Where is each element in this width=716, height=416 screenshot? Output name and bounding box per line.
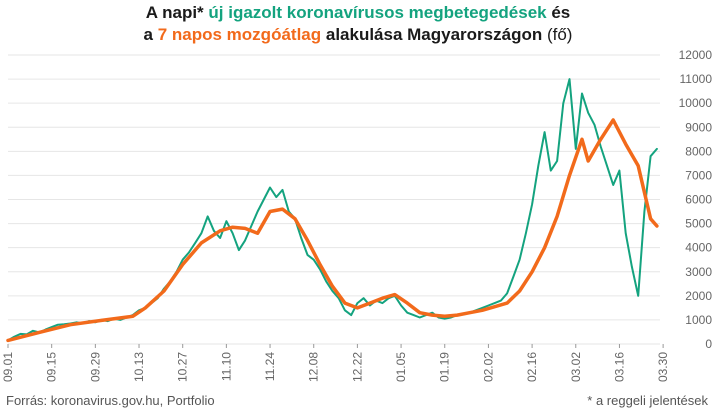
y-tick-label: 1000 [685, 313, 712, 327]
y-tick-label: 12000 [679, 48, 713, 62]
y-tick-label: 9000 [685, 120, 712, 134]
y-tick-label: 8000 [685, 144, 712, 158]
moving-average-line [6, 118, 659, 343]
chart-title: A napi* új igazolt koronavírusos megbete… [0, 2, 716, 46]
y-tick-label: 10000 [679, 96, 713, 110]
series-lines [6, 78, 659, 343]
y-tick-label: 6000 [685, 193, 712, 207]
x-tick-label: 01.05 [394, 352, 408, 382]
y-tick-label: 4000 [685, 241, 712, 255]
source-note: Forrás: koronavirus.gov.hu, Portfolio [6, 393, 215, 408]
x-tick-label: 02.02 [481, 352, 495, 382]
gridlines [8, 54, 660, 345]
y-tick-label: 5000 [685, 217, 712, 231]
x-tick-label: 11.24 [263, 352, 277, 381]
y-axis-ticks: 0 1000 2000 3000 4000 5000 6000 7000 8000 9000 100… [679, 48, 713, 351]
title-line-2: a 7 napos mozgóátlag alakulása Magyarors… [0, 24, 716, 46]
title-text: és [546, 3, 571, 22]
x-tick-label: 11.10 [219, 352, 233, 381]
y-tick-label: 7000 [685, 168, 712, 182]
x-tick-label: 10.13 [132, 352, 146, 382]
y-tick-label: 2000 [685, 289, 712, 303]
x-tick-label: 03.30 [656, 352, 670, 382]
x-tick-label: 03.02 [569, 352, 583, 382]
footnote: * a reggeli jelentések [587, 393, 708, 408]
x-tick-label: 09.01 [1, 352, 15, 382]
title-moving-average: 7 napos mozgóátlag [157, 25, 322, 44]
title-unit: (fő) [542, 25, 573, 44]
title-text: A napi* [145, 3, 209, 22]
x-tick-label: 09.15 [45, 352, 59, 382]
title-daily-cases: új igazolt koronavírusos megbetegedések [208, 3, 547, 22]
x-tick-label: 12.08 [307, 352, 321, 382]
y-tick-label: 3000 [685, 265, 712, 279]
x-tick-label: 12.22 [350, 352, 364, 382]
x-tick-label: 01.19 [438, 352, 452, 382]
x-tick-label: 02.16 [525, 352, 539, 382]
x-axis-ticks: 09.01 09.15 09.29 10.13 10.27 11.10 11.24 12.08… [1, 344, 670, 382]
x-tick-label: 10.27 [176, 352, 190, 382]
x-tick-label: 09.29 [88, 352, 102, 382]
title-text: a [143, 25, 158, 44]
y-tick-label: 11000 [680, 72, 713, 86]
title-line-1: A napi* új igazolt koronavírusos megbete… [0, 2, 716, 24]
x-tick-label: 03.16 [612, 352, 626, 382]
y-tick-label: 0 [705, 337, 712, 351]
title-text: alakulása Magyarországon [321, 25, 543, 44]
